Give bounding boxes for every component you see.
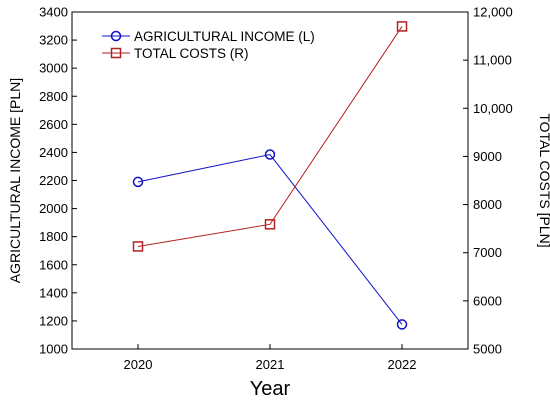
y-left-tick-label: 2600 xyxy=(39,117,68,132)
y-left-tick-label: 2400 xyxy=(39,145,68,160)
data-point-circle xyxy=(264,149,276,160)
legend-label: AGRICULTURAL INCOME (L) xyxy=(134,29,315,44)
y-right-tick-label: 6000 xyxy=(473,293,502,308)
series-line-2 xyxy=(137,26,403,247)
y-right-tick-label: 10,000 xyxy=(473,101,513,116)
y-left-tick-label: 2000 xyxy=(39,201,68,216)
data-point-square xyxy=(264,219,276,230)
data-point-circle xyxy=(396,319,408,330)
y-left-tick-label: 1800 xyxy=(39,229,68,244)
y-right-tick-label: 9000 xyxy=(473,149,502,164)
y-left-tick-label: 3400 xyxy=(39,5,68,20)
y-right-tick-label: 11,000 xyxy=(473,53,512,68)
x-axis-title: Year xyxy=(250,378,291,400)
plot-frame xyxy=(71,11,469,350)
series-line-1 xyxy=(137,153,403,325)
y-left-axis-title: AGRICULTURAL INCOME [PLN] xyxy=(7,78,23,283)
data-point-square xyxy=(132,241,144,252)
y-right-tick-label: 5000 xyxy=(473,342,502,357)
y-left-tick-label: 1200 xyxy=(39,313,68,328)
legend-label: TOTAL COSTS (R) xyxy=(134,46,249,61)
x-tick-label: 2020 xyxy=(124,357,153,372)
right-axis: 5000 6000 7000 8000 9000 10,000 11,000 12,000 xyxy=(463,5,513,357)
data-point-circle xyxy=(132,176,144,188)
y-left-tick-label: 3000 xyxy=(39,61,68,76)
x-tick-label: 2022 xyxy=(388,357,417,372)
y-left-tick-label: 1600 xyxy=(39,257,68,272)
y-right-tick-label: 8000 xyxy=(473,197,502,212)
x-tick-label: 2021 xyxy=(256,357,285,372)
data-point-square xyxy=(396,21,408,32)
y-right-tick-label: 7000 xyxy=(473,245,502,260)
y-right-tick-label: 12,000 xyxy=(473,5,513,20)
legend-marker-circle xyxy=(110,30,122,42)
y-left-tick-label: 2800 xyxy=(39,89,68,104)
legend-marker-square xyxy=(110,47,122,59)
y-left-tick-label: 1400 xyxy=(39,285,68,300)
y-left-tick-label: 1000 xyxy=(39,342,68,357)
x-axis: 2020 2021 2022 xyxy=(124,344,417,372)
legend: AGRICULTURAL INCOME (L) TOTAL COSTS (R) xyxy=(102,29,315,61)
y-left-tick-label: 2200 xyxy=(39,173,68,188)
series-layer xyxy=(132,21,408,330)
y-right-axis-title: TOTAL COSTS [PLN] xyxy=(537,113,550,247)
left-axis: 1000 1200 1400 1600 1800 2000 2200 2400 2600 2800… xyxy=(39,5,77,357)
y-left-tick-label: 3200 xyxy=(39,33,68,48)
